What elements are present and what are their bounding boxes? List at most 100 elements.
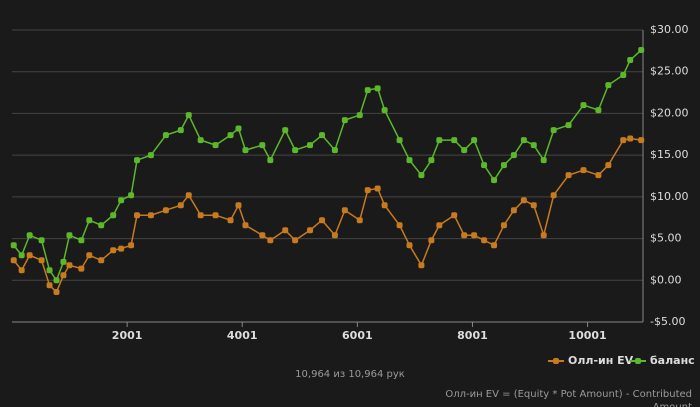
point xyxy=(197,137,204,144)
point xyxy=(147,212,154,219)
point xyxy=(540,232,547,239)
point xyxy=(500,162,507,169)
point xyxy=(66,232,73,239)
legend-marker xyxy=(635,358,641,364)
point xyxy=(331,147,338,154)
y-tick-label: $10.00 xyxy=(650,190,689,203)
point xyxy=(86,252,93,259)
point xyxy=(128,192,135,199)
x-tick-label: 8001 xyxy=(457,329,488,342)
point xyxy=(638,47,645,54)
x-tick-label: 6001 xyxy=(342,329,373,342)
point xyxy=(259,142,266,149)
point xyxy=(595,107,602,114)
y-tick-label: $25.00 xyxy=(650,65,689,78)
point xyxy=(177,202,184,209)
point xyxy=(500,222,507,229)
point xyxy=(436,137,443,144)
point xyxy=(605,82,612,89)
point xyxy=(491,177,498,184)
point xyxy=(364,87,371,94)
series-line xyxy=(13,137,642,294)
point xyxy=(53,288,60,295)
point xyxy=(147,152,154,159)
point xyxy=(319,132,326,139)
point xyxy=(212,142,219,149)
point xyxy=(341,117,348,124)
point xyxy=(177,127,184,134)
point xyxy=(381,107,388,114)
point xyxy=(428,237,435,244)
point xyxy=(98,222,105,229)
point xyxy=(60,258,67,265)
point xyxy=(10,242,17,249)
point xyxy=(550,192,557,199)
point xyxy=(418,262,425,269)
point xyxy=(38,257,45,264)
point xyxy=(118,197,125,204)
point xyxy=(282,227,289,234)
point xyxy=(259,232,266,239)
point xyxy=(235,202,242,209)
series-line xyxy=(13,49,642,282)
x-tick-label: 4001 xyxy=(227,329,258,342)
point xyxy=(282,127,289,134)
point xyxy=(580,167,587,174)
point xyxy=(78,265,85,272)
point xyxy=(185,192,192,199)
point xyxy=(38,237,45,244)
point xyxy=(128,242,135,249)
point xyxy=(10,257,17,264)
point xyxy=(374,85,381,92)
point xyxy=(418,172,425,179)
point xyxy=(374,185,381,192)
point xyxy=(98,257,105,264)
legend-marker xyxy=(553,358,559,364)
point xyxy=(60,272,67,279)
point xyxy=(471,137,478,144)
point xyxy=(356,112,363,119)
point xyxy=(565,172,572,179)
point xyxy=(78,237,85,244)
point xyxy=(292,147,299,154)
point xyxy=(627,57,634,64)
point xyxy=(638,137,645,144)
point xyxy=(110,212,117,219)
point xyxy=(26,252,33,259)
caption: 10,964 из 10,964 рук xyxy=(295,369,405,380)
point xyxy=(530,202,537,209)
point xyxy=(292,237,299,244)
point xyxy=(406,157,413,164)
point xyxy=(364,187,371,194)
y-tick-label: $30.00 xyxy=(650,23,689,36)
point xyxy=(530,142,537,149)
point xyxy=(565,122,572,129)
point xyxy=(481,162,488,169)
point xyxy=(267,237,274,244)
point xyxy=(185,112,192,119)
point xyxy=(620,137,627,144)
point xyxy=(242,222,249,229)
point xyxy=(267,157,274,164)
point xyxy=(471,232,478,239)
point xyxy=(428,157,435,164)
point xyxy=(580,102,587,109)
x-tick-label: 2001 xyxy=(112,329,143,342)
point xyxy=(510,207,517,214)
point xyxy=(319,217,326,224)
point xyxy=(491,242,498,249)
point xyxy=(18,267,25,274)
point xyxy=(307,227,314,234)
point xyxy=(627,135,634,142)
y-tick-label: $15.00 xyxy=(650,148,689,161)
point xyxy=(396,222,403,229)
point xyxy=(396,137,403,144)
point xyxy=(162,207,169,214)
point xyxy=(406,242,413,249)
point xyxy=(461,232,468,239)
point xyxy=(520,197,527,204)
point xyxy=(451,212,458,219)
y-tick-label: $5.00 xyxy=(650,232,682,245)
point xyxy=(227,132,234,139)
